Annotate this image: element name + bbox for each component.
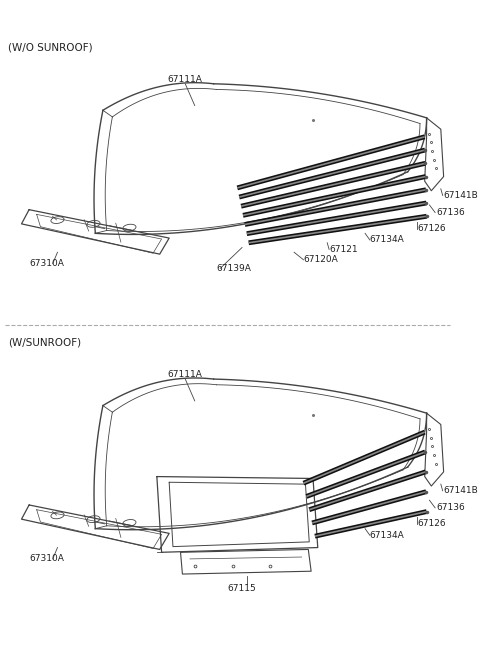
Text: 67141B: 67141B — [444, 486, 479, 495]
Text: 67141B: 67141B — [444, 191, 479, 200]
Text: 67121: 67121 — [329, 245, 358, 254]
Text: 67126: 67126 — [417, 224, 446, 233]
Text: 67111A: 67111A — [168, 75, 203, 84]
Text: (W/SUNROOF): (W/SUNROOF) — [8, 337, 82, 347]
Text: 67111A: 67111A — [168, 370, 203, 379]
Text: 67136: 67136 — [436, 503, 465, 512]
Text: 67120A: 67120A — [303, 255, 338, 265]
Text: 67139A: 67139A — [216, 264, 252, 273]
Text: (W/O SUNROOF): (W/O SUNROOF) — [8, 42, 93, 52]
Text: 67310A: 67310A — [29, 259, 64, 268]
Text: 67134A: 67134A — [370, 235, 405, 244]
Text: 67136: 67136 — [436, 208, 465, 217]
Text: 67134A: 67134A — [370, 531, 405, 540]
Text: 67126: 67126 — [417, 519, 446, 529]
Text: 67310A: 67310A — [29, 554, 64, 563]
Text: 67115: 67115 — [228, 584, 256, 593]
